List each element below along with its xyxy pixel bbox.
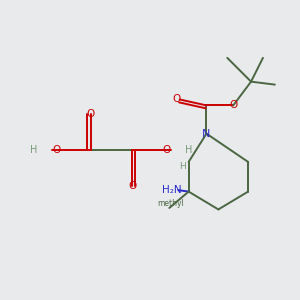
Text: N: N — [202, 129, 211, 139]
Text: O: O — [172, 94, 181, 104]
Text: O: O — [52, 145, 61, 155]
Text: O: O — [162, 145, 170, 155]
Text: O: O — [128, 181, 136, 191]
Text: H: H — [185, 145, 192, 155]
Text: O: O — [86, 109, 95, 119]
Text: H₂N: H₂N — [163, 185, 182, 195]
Text: H: H — [179, 162, 185, 171]
Text: methyl: methyl — [158, 199, 184, 208]
Text: H: H — [30, 145, 38, 155]
Text: O: O — [229, 100, 237, 110]
